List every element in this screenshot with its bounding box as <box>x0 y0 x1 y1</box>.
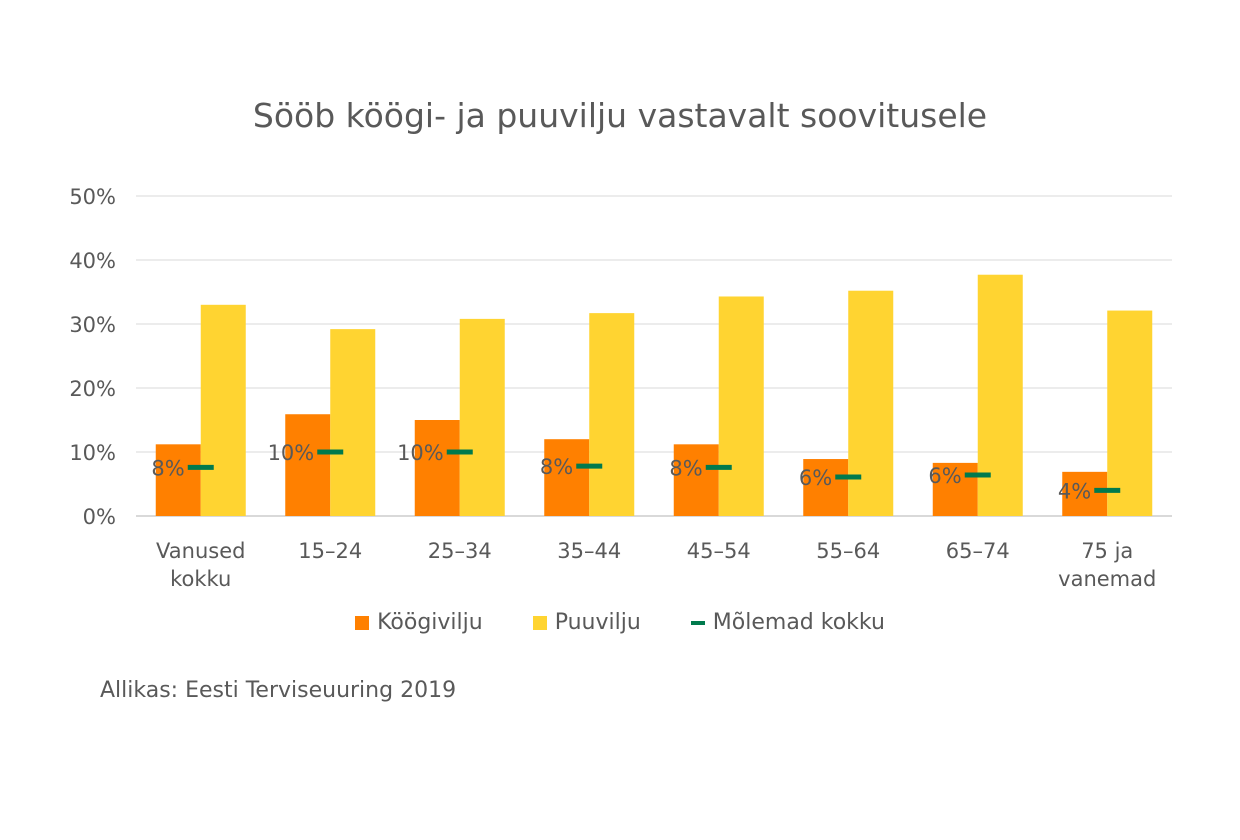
x-tick-label: kokku <box>170 567 231 591</box>
bar-puuvilju <box>330 329 376 516</box>
x-tick-label: 75 ja <box>1081 539 1133 563</box>
legend-item-puuvilju: Puuvilju <box>532 610 641 635</box>
legend: Köögivilju Puuvilju Mõlemad kokku <box>0 610 1240 635</box>
data-label: 8% <box>669 456 702 480</box>
x-tick-label: 35–44 <box>557 539 621 563</box>
bar-koogivilju <box>155 444 201 516</box>
y-tick-label: 30% <box>69 313 116 337</box>
data-label: 6% <box>799 466 832 490</box>
legend-swatch <box>355 615 370 630</box>
bar-puuvilju <box>1107 310 1153 516</box>
legend-swatch <box>690 620 705 625</box>
y-tick-label: 20% <box>69 377 116 401</box>
bar-puuvilju <box>977 274 1023 516</box>
bar-koogivilju <box>803 459 849 516</box>
legend-swatch <box>532 615 547 630</box>
legend-label: Mõlemad kokku <box>712 610 885 635</box>
data-label: 4% <box>1058 479 1091 503</box>
x-tick-label: 65–74 <box>946 539 1010 563</box>
y-tick-label: 40% <box>69 249 116 273</box>
data-label: 8% <box>151 456 184 480</box>
data-label: 10% <box>397 441 444 465</box>
x-tick-label: 45–54 <box>687 539 751 563</box>
y-tick-label: 50% <box>69 185 116 209</box>
x-tick-label: 15–24 <box>298 539 362 563</box>
bar-koogivilju <box>414 420 460 516</box>
bar-puuvilju <box>589 313 635 516</box>
bar-koogivilju <box>1062 471 1108 516</box>
x-tick-label: 55–64 <box>816 539 880 563</box>
legend-item-koogivilju: Köögivilju <box>355 610 483 635</box>
source-note: Allikas: Eesti Terviseuuring 2019 <box>100 678 457 703</box>
x-tick-label: 25–34 <box>428 539 492 563</box>
y-tick-label: 0% <box>83 505 116 529</box>
bar-koogivilju <box>673 444 719 516</box>
bar-puuvilju <box>459 318 505 516</box>
bar-puuvilju <box>718 296 764 516</box>
x-tick-label: Vanused <box>156 539 245 563</box>
bar-koogivilju <box>932 462 978 516</box>
data-label: 10% <box>268 441 315 465</box>
legend-item-molemad: Mõlemad kokku <box>690 610 885 635</box>
y-tick-label: 10% <box>69 441 116 465</box>
bar-koogivilju <box>285 414 331 516</box>
data-label: 8% <box>540 455 573 479</box>
legend-label: Köögivilju <box>377 610 483 635</box>
data-label: 6% <box>928 464 961 488</box>
bar-puuvilju <box>200 304 246 516</box>
x-tick-label: vanemad <box>1058 567 1156 591</box>
bar-koogivilju <box>544 439 590 516</box>
legend-label: Puuvilju <box>554 610 641 635</box>
chart-title: Sööb köögi- ja puuvilju vastavalt soovit… <box>252 96 988 135</box>
bar-puuvilju <box>848 290 894 516</box>
